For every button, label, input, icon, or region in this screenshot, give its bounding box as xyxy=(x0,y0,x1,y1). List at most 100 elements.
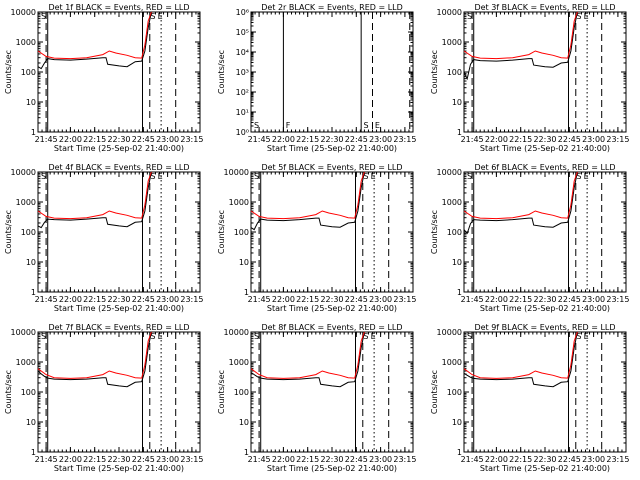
x-tick-label: 21:45 xyxy=(461,295,484,304)
x-tick-label: 22:30 xyxy=(533,135,556,144)
flag-label: S xyxy=(576,172,581,181)
x-tick-label: 22:15 xyxy=(296,295,319,304)
series-events-line xyxy=(463,11,578,81)
panel-det-9: Det 9f BLACK = Events, RED = LLD 1 10 100 10… xyxy=(430,323,629,473)
x-tick-label: 22:45 xyxy=(132,295,155,304)
x-tick-label: 23:00 xyxy=(582,295,605,304)
y-tick-label: 100 xyxy=(21,68,36,77)
flag-label: S xyxy=(254,172,259,181)
series-lld-line xyxy=(250,171,365,220)
y-tick-label: 1000 xyxy=(442,38,462,47)
x-tick-label: 21:45 xyxy=(461,135,484,144)
y-tick-label: 1000 xyxy=(442,358,462,367)
y-axis-label: Counts/sec xyxy=(4,210,13,254)
x-tick-label: 22:15 xyxy=(83,455,106,464)
x-tick-label: 23:15 xyxy=(606,135,629,144)
x-tick-label: 22:15 xyxy=(509,295,532,304)
y-tick-label: 10000 xyxy=(224,168,249,177)
panel-det-2: Det 2r BLACK = Events, RED = LLD 10⁰ 10¹ 10… xyxy=(217,3,416,153)
flag-label: S xyxy=(364,121,369,130)
y-tick-label: 1000 xyxy=(442,198,462,207)
panel-det-1: Det 1f BLACK = Events, RED = LLD 1 10 100 10… xyxy=(4,3,203,153)
series-events-line xyxy=(250,331,365,388)
series-lld-line xyxy=(37,331,152,379)
x-tick-label: 23:00 xyxy=(582,135,605,144)
flag-label: S xyxy=(467,332,472,341)
flag-label: E xyxy=(584,12,589,21)
y-tick-label: 10000 xyxy=(11,328,36,337)
x-tick-label: 22:15 xyxy=(296,455,319,464)
flag-label: E xyxy=(158,172,163,181)
panel-title: Det 9f BLACK = Events, RED = LLD xyxy=(474,323,615,332)
x-tick-label: 23:15 xyxy=(180,135,203,144)
y-tick-label: 1 xyxy=(31,128,36,137)
series-events-line xyxy=(37,171,152,229)
panel-det-5: Det 5f BLACK = Events, RED = LLD 1 10 100 10… xyxy=(217,163,416,313)
x-tick-label: 23:00 xyxy=(156,455,179,464)
y-tick-label: 1 xyxy=(244,448,249,457)
panel-title: Det 6f BLACK = Events, RED = LLD xyxy=(474,163,615,172)
y-tick-label: 10² xyxy=(236,88,249,97)
y-axis-label: Counts/sec xyxy=(217,50,226,94)
x-tick-label: 22:30 xyxy=(320,295,343,304)
y-tick-label: 1000 xyxy=(16,198,36,207)
y-tick-label: 10⁵ xyxy=(236,28,249,37)
panel-title: Det 2r BLACK = Events, RED = LLD xyxy=(261,3,403,12)
flag-label: S xyxy=(254,332,259,341)
x-axis-label: Start Time (25-Sep-02 21:40:00) xyxy=(267,304,397,313)
x-tick-label: 21:45 xyxy=(35,135,58,144)
flag-label: S xyxy=(41,12,46,21)
y-tick-label: 100 xyxy=(234,228,249,237)
y-tick-label: 10¹ xyxy=(236,108,249,117)
flag-label: S xyxy=(150,332,155,341)
y-tick-label: 10000 xyxy=(11,168,36,177)
series-lld-line xyxy=(463,11,578,60)
y-tick-label: 100 xyxy=(447,68,462,77)
series-lld-line xyxy=(463,331,578,379)
y-axis-label: Counts/sec xyxy=(217,210,226,254)
x-tick-label: 22:15 xyxy=(509,135,532,144)
x-tick-label: 22:00 xyxy=(59,135,82,144)
x-tick-label: 22:30 xyxy=(107,135,130,144)
flag-label: S xyxy=(41,332,46,341)
y-tick-label: 100 xyxy=(447,228,462,237)
x-tick-label: 22:00 xyxy=(59,295,82,304)
y-tick-label: 1 xyxy=(457,128,462,137)
x-tick-label: 23:00 xyxy=(156,135,179,144)
y-tick-label: 10000 xyxy=(437,168,462,177)
series-lld-line xyxy=(463,171,578,220)
x-tick-label: 22:15 xyxy=(83,295,106,304)
y-tick-label: 10 xyxy=(26,258,36,267)
flag-label: E xyxy=(584,172,589,181)
y-tick-label: 10⁰ xyxy=(236,128,249,137)
panel-title: Det 7f BLACK = Events, RED = LLD xyxy=(48,323,189,332)
x-tick-label: 22:45 xyxy=(558,135,581,144)
panel-title: Det 5f BLACK = Events, RED = LLD xyxy=(261,163,402,172)
series-lld-line xyxy=(37,11,152,60)
panel-title: Det 3f BLACK = Events, RED = LLD xyxy=(474,3,615,12)
flag-label: S xyxy=(150,172,155,181)
x-tick-label: 22:00 xyxy=(272,455,295,464)
y-axis-label: Counts/sec xyxy=(4,50,13,94)
y-tick-label: 1 xyxy=(31,288,36,297)
panel-det-4: Det 4f BLACK = Events, RED = LLD 1 10 100 10… xyxy=(4,163,203,313)
x-tick-label: 22:45 xyxy=(558,295,581,304)
x-tick-label: 21:45 xyxy=(248,135,271,144)
y-tick-label: 100 xyxy=(21,228,36,237)
x-tick-label: 21:45 xyxy=(248,295,271,304)
y-tick-label: 10⁴ xyxy=(236,48,249,57)
flag-label: E xyxy=(371,332,376,341)
x-tick-label: 22:45 xyxy=(132,455,155,464)
y-tick-label: 100 xyxy=(234,388,249,397)
y-tick-label: 1 xyxy=(244,288,249,297)
panel-title: Det 8f BLACK = Events, RED = LLD xyxy=(261,323,402,332)
x-tick-label: 23:00 xyxy=(369,455,392,464)
x-tick-label: 22:30 xyxy=(533,295,556,304)
y-tick-label: 1000 xyxy=(229,358,249,367)
panel-title: Det 4f BLACK = Events, RED = LLD xyxy=(48,163,189,172)
x-tick-label: 23:00 xyxy=(369,295,392,304)
x-tick-label: 23:00 xyxy=(582,455,605,464)
y-axis-label: Counts/sec xyxy=(430,370,439,414)
y-tick-label: 1 xyxy=(457,288,462,297)
y-axis-label: Counts/sec xyxy=(217,370,226,414)
